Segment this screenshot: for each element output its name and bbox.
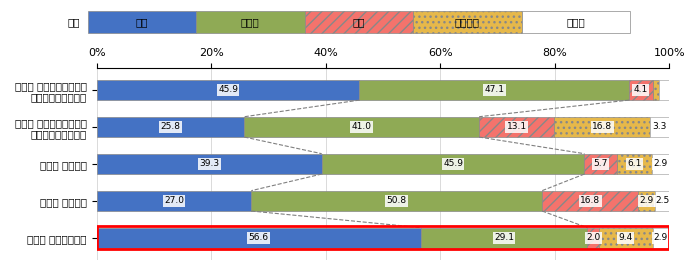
Bar bbox=[587, 228, 598, 248]
FancyBboxPatch shape bbox=[88, 11, 196, 33]
FancyBboxPatch shape bbox=[522, 11, 630, 33]
Bar bbox=[360, 80, 629, 100]
Text: 2.9: 2.9 bbox=[654, 233, 668, 242]
Bar bbox=[97, 80, 360, 100]
Bar bbox=[421, 228, 587, 248]
Text: 4.1: 4.1 bbox=[634, 86, 648, 94]
Bar bbox=[251, 191, 542, 211]
Text: 該当なし: 該当なし bbox=[455, 17, 480, 27]
Text: 56.6: 56.6 bbox=[248, 233, 269, 242]
Bar bbox=[598, 228, 652, 248]
Text: 29.1: 29.1 bbox=[494, 233, 514, 242]
Bar bbox=[97, 154, 322, 174]
Text: 無回答: 無回答 bbox=[566, 17, 585, 27]
Text: 5.7: 5.7 bbox=[594, 159, 608, 168]
Bar bbox=[322, 154, 584, 174]
Bar bbox=[617, 154, 652, 174]
Text: 41.0: 41.0 bbox=[352, 122, 372, 131]
Bar bbox=[655, 191, 669, 211]
Text: 横ばい: 横ばい bbox=[241, 17, 260, 27]
Bar bbox=[652, 80, 659, 100]
Text: 増加: 増加 bbox=[136, 17, 148, 27]
Bar bbox=[97, 228, 421, 248]
Text: 27.0: 27.0 bbox=[164, 196, 184, 205]
Bar bbox=[652, 228, 669, 248]
Bar bbox=[97, 191, 251, 211]
Bar bbox=[584, 154, 617, 174]
Bar bbox=[638, 191, 655, 211]
Bar bbox=[554, 117, 650, 137]
Text: 6.1: 6.1 bbox=[627, 159, 642, 168]
Text: 2.9: 2.9 bbox=[653, 159, 667, 168]
Text: 2.5: 2.5 bbox=[655, 196, 669, 205]
Bar bbox=[650, 117, 669, 137]
Text: 2.9: 2.9 bbox=[640, 196, 654, 205]
Text: 2.0: 2.0 bbox=[586, 233, 600, 242]
FancyBboxPatch shape bbox=[304, 11, 413, 33]
Bar bbox=[659, 80, 668, 100]
Text: 16.8: 16.8 bbox=[592, 122, 612, 131]
Bar bbox=[479, 117, 554, 137]
Bar bbox=[97, 117, 244, 137]
Text: 3.3: 3.3 bbox=[652, 122, 667, 131]
Bar bbox=[542, 191, 638, 211]
Bar bbox=[629, 80, 652, 100]
FancyBboxPatch shape bbox=[413, 11, 522, 33]
Bar bbox=[244, 117, 479, 137]
Text: 13.1: 13.1 bbox=[507, 122, 526, 131]
Text: 47.1: 47.1 bbox=[484, 86, 504, 94]
Bar bbox=[652, 154, 668, 174]
Text: 9.4: 9.4 bbox=[619, 233, 633, 242]
Text: 50.8: 50.8 bbox=[386, 196, 407, 205]
Text: 凡例: 凡例 bbox=[68, 17, 80, 27]
Text: 45.9: 45.9 bbox=[443, 159, 463, 168]
Text: 25.8: 25.8 bbox=[160, 122, 181, 131]
Text: 45.9: 45.9 bbox=[218, 86, 238, 94]
Text: 39.3: 39.3 bbox=[199, 159, 219, 168]
Text: 16.8: 16.8 bbox=[580, 196, 600, 205]
Text: 減少: 減少 bbox=[353, 17, 365, 27]
FancyBboxPatch shape bbox=[196, 11, 304, 33]
